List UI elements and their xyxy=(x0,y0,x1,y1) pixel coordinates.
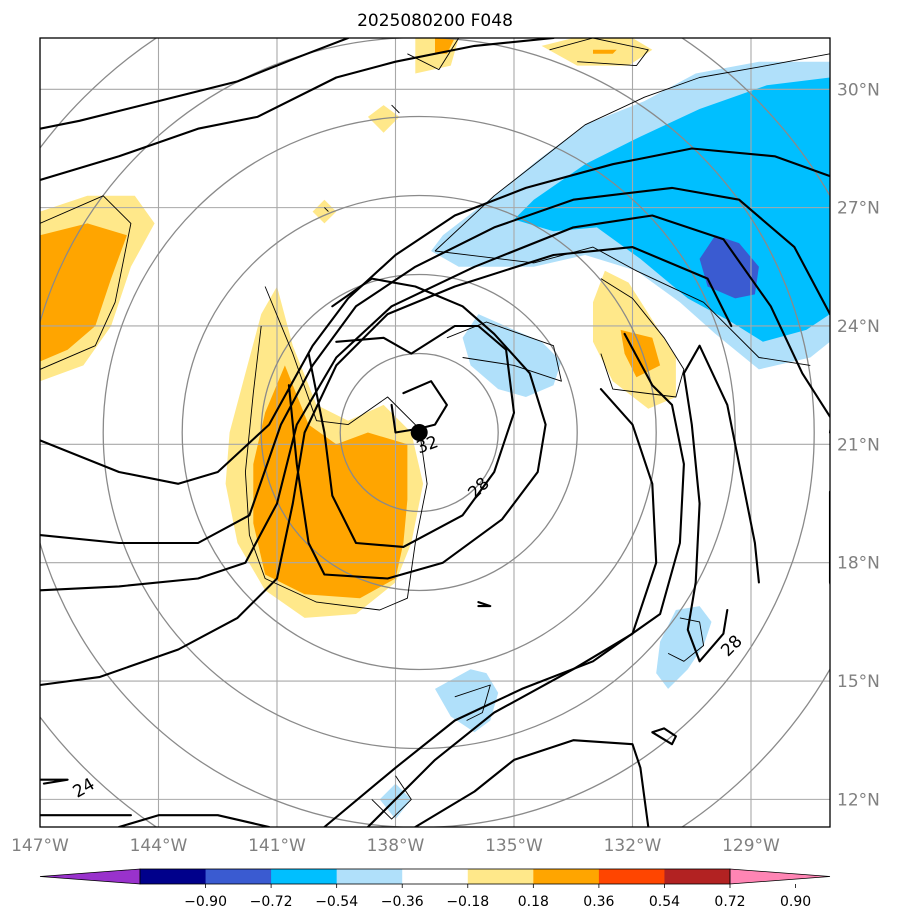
contour-line xyxy=(477,601,492,608)
range-ring xyxy=(181,194,657,671)
storm-center-marker xyxy=(410,424,428,441)
shading-outline xyxy=(434,246,811,366)
colorbar-tick-label: −0.18 xyxy=(446,894,489,910)
colorbar-segment xyxy=(271,869,338,884)
contour-line xyxy=(414,739,650,827)
latitude-labels: 12°N 15°N 18°N 21°N 24°N 27°N 30°N xyxy=(837,80,880,810)
shading-region xyxy=(435,669,499,733)
colorbar-segment xyxy=(664,869,731,884)
colorbar-segment xyxy=(205,869,272,884)
contour-line xyxy=(40,214,830,592)
shading-region xyxy=(620,329,661,378)
contour-line xyxy=(40,778,69,785)
shading-region xyxy=(593,49,617,54)
contour-line xyxy=(366,388,658,827)
latitude-label: 12°N xyxy=(837,790,880,810)
colorbar-segment xyxy=(140,869,207,884)
colorbar-segment xyxy=(402,869,469,884)
shading-outline xyxy=(40,195,132,370)
longitude-label: 141°W xyxy=(248,836,306,856)
shading-region xyxy=(656,606,712,689)
range-ring xyxy=(339,352,499,513)
latitude-label: 21°N xyxy=(837,435,880,455)
shading-outline xyxy=(549,38,649,67)
latitude-label: 15°N xyxy=(837,672,880,692)
colorbar-segment xyxy=(598,869,665,884)
colorbar-segment xyxy=(533,869,600,884)
colorbar-tick-label: −0.72 xyxy=(250,894,293,910)
colorbar-tick-label: −0.36 xyxy=(381,894,424,910)
shading-outline xyxy=(600,278,685,398)
contour-line xyxy=(287,277,547,580)
colorbar-tick-label: 0.90 xyxy=(780,894,811,910)
colorbar-tick-label: −0.90 xyxy=(184,894,227,910)
longitude-label: 132°W xyxy=(604,836,662,856)
gridlines xyxy=(40,38,830,827)
colorbar-segment xyxy=(336,869,403,884)
shading-outline xyxy=(667,617,705,662)
shading-outline xyxy=(454,684,491,721)
longitude-labels: 147°W 144°W 141°W 138°W 135°W 132°W 129°W xyxy=(11,836,780,856)
shading-outline xyxy=(324,207,329,212)
latitude-label: 27°N xyxy=(837,199,880,219)
latitude-label: 24°N xyxy=(837,317,880,337)
colorbar-tick-label: −0.54 xyxy=(315,894,358,910)
contour-line xyxy=(40,186,830,545)
contour-line xyxy=(682,344,760,663)
shading-region xyxy=(435,38,455,54)
shading-outline xyxy=(244,286,428,611)
contour-line xyxy=(390,380,448,434)
longitude-label: 144°W xyxy=(130,836,188,856)
colorbar-tick-label: 0.36 xyxy=(583,894,614,910)
contour-line xyxy=(40,147,830,485)
longitude-label: 129°W xyxy=(722,836,780,856)
shading-outline xyxy=(371,775,412,820)
latitude-label: 30°N xyxy=(837,80,880,100)
colorbar-frame xyxy=(139,868,731,885)
contour-lines xyxy=(40,38,830,827)
contour-line xyxy=(323,332,685,827)
colorbar-tick-label: 0.72 xyxy=(714,894,745,910)
map-frame xyxy=(39,37,831,828)
contour-line xyxy=(40,38,350,130)
range-ring xyxy=(40,38,815,827)
contour-line xyxy=(117,814,271,827)
longitude-label: 147°W xyxy=(11,836,69,856)
shading-outline xyxy=(434,53,830,252)
colorbar-extend-low xyxy=(39,868,141,885)
shading-outline xyxy=(407,38,460,71)
contour-line xyxy=(40,246,733,687)
shading-region xyxy=(40,223,127,362)
thin-outlines xyxy=(40,38,830,820)
colorbar-extend-high xyxy=(729,868,831,885)
colorbar-segment xyxy=(467,869,534,884)
longitude-label: 135°W xyxy=(485,836,543,856)
shading-region xyxy=(699,235,759,299)
shading-outline xyxy=(391,104,400,114)
shading-outline xyxy=(446,321,562,382)
contour-line xyxy=(40,38,555,182)
colorbar-tick-label: 0.18 xyxy=(518,894,549,910)
chart-title: 2025080200 F048 xyxy=(357,11,513,31)
contour-line xyxy=(307,324,516,548)
latitude-label: 18°N xyxy=(837,554,880,574)
colorbar-tick-label: 0.54 xyxy=(649,894,680,910)
contour-line xyxy=(651,727,677,746)
colorbar: −0.90 −0.72 −0.54 −0.36 −0.18 0.18 0.36 0.54 0.7… xyxy=(39,868,831,910)
longitude-label: 138°W xyxy=(367,836,425,856)
